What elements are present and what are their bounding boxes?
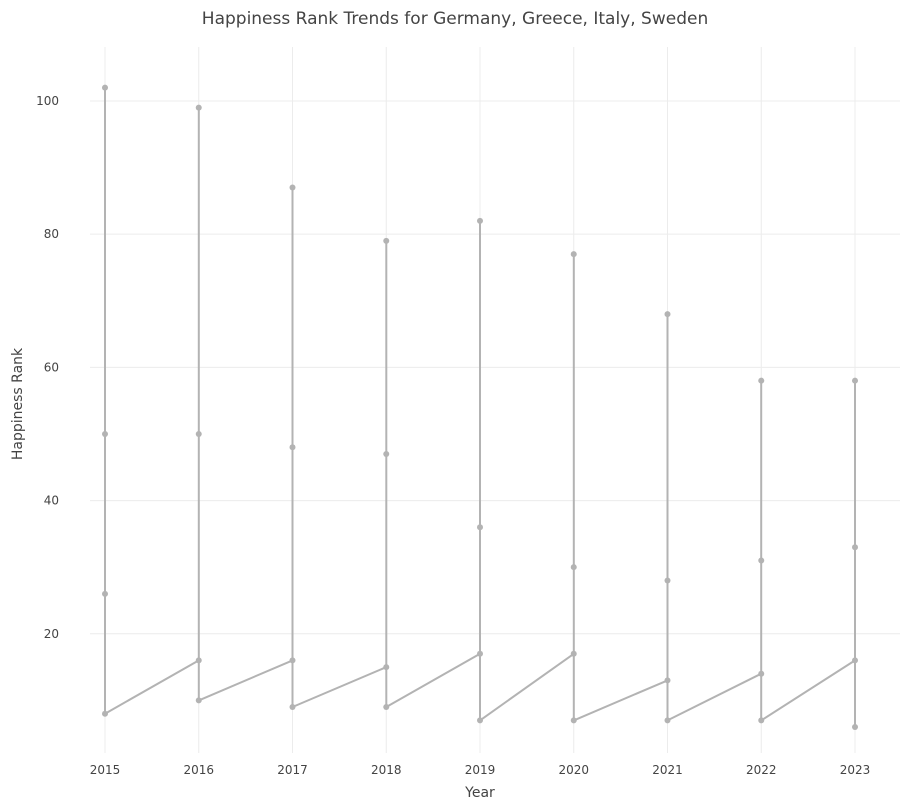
data-point[interactable] [102, 590, 108, 597]
x-tick-label: 2022 [746, 763, 777, 777]
x-tick-label: 2016 [183, 763, 214, 777]
data-point[interactable] [664, 677, 671, 684]
data-point[interactable] [477, 217, 483, 224]
data-point[interactable] [852, 377, 858, 384]
y-tick-labels: 20 40 60 80 100 [36, 94, 59, 641]
x-tick-label: 2019 [465, 763, 496, 777]
data-point[interactable] [289, 184, 296, 191]
y-tick-label: 20 [44, 627, 59, 641]
x-tick-label: 2023 [840, 763, 871, 777]
data-point[interactable] [383, 664, 390, 671]
data-point[interactable] [664, 577, 671, 584]
data-point[interactable] [664, 311, 671, 318]
data-point[interactable] [102, 710, 108, 717]
y-tick-label: 60 [44, 360, 59, 374]
data-point[interactable] [852, 544, 858, 551]
data-point[interactable] [383, 237, 390, 244]
data-point[interactable] [477, 717, 483, 724]
data-point[interactable] [289, 657, 296, 664]
data-point[interactable] [664, 717, 671, 724]
data-point[interactable] [195, 697, 202, 704]
x-tick-label: 2015 [90, 763, 121, 777]
y-tick-label: 40 [44, 494, 59, 508]
data-point[interactable] [570, 650, 577, 657]
data-point[interactable] [758, 377, 765, 384]
data-point[interactable] [195, 430, 202, 437]
gridlines [90, 47, 900, 753]
x-tick-labels: 2015 2016 2017 2018 2019 2020 2021 2022 2023 [90, 763, 871, 777]
data-point[interactable] [289, 444, 296, 451]
data-point[interactable] [758, 670, 765, 677]
chart-title: Happiness Rank Trends for Germany, Greec… [202, 9, 708, 29]
x-tick-label: 2018 [371, 763, 402, 777]
data-point[interactable] [195, 657, 202, 664]
data-point[interactable] [195, 104, 202, 111]
data-point[interactable] [852, 657, 858, 664]
x-tick-label: 2020 [558, 763, 589, 777]
x-tick-label: 2017 [277, 763, 308, 777]
data-point[interactable] [383, 704, 390, 711]
data-point[interactable] [289, 704, 296, 711]
data-point[interactable] [570, 564, 577, 571]
data-point[interactable] [477, 650, 483, 657]
data-point[interactable] [102, 84, 108, 91]
data-point[interactable] [383, 450, 390, 457]
series-trace [104, 87, 856, 727]
data-point[interactable] [758, 557, 765, 564]
data-point[interactable] [570, 251, 577, 258]
data-point[interactable] [477, 524, 483, 531]
data-point[interactable] [570, 717, 577, 724]
data-point[interactable] [852, 724, 858, 731]
data-point[interactable] [102, 430, 108, 437]
y-tick-label: 100 [36, 94, 59, 108]
series-line [104, 87, 856, 727]
y-tick-label: 80 [44, 227, 59, 241]
x-tick-label: 2021 [652, 763, 683, 777]
data-point[interactable] [758, 717, 765, 724]
series-points [102, 84, 858, 731]
x-axis-title: Year [464, 785, 495, 800]
y-axis-title: Happiness Rank [10, 347, 26, 460]
